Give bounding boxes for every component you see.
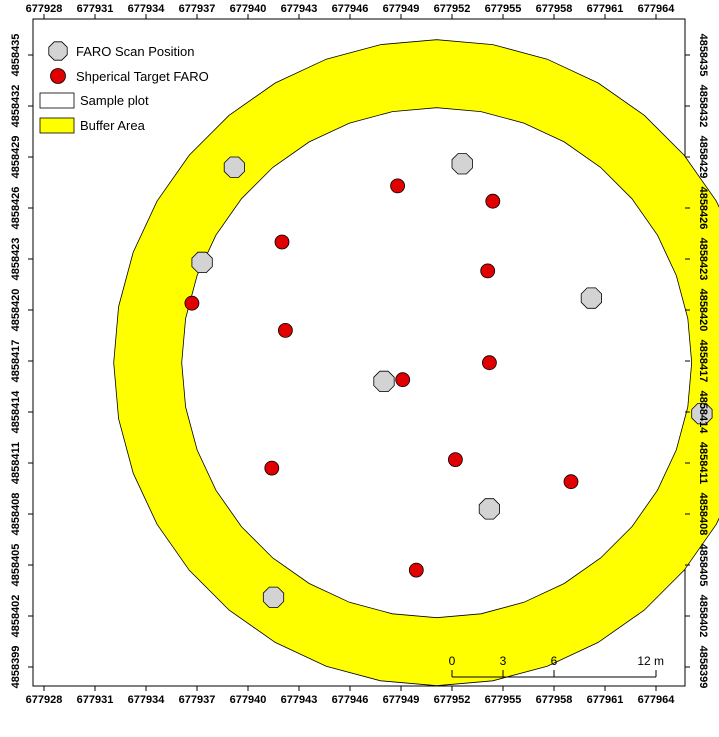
x-tick-label-bottom-11: 677961	[587, 694, 624, 706]
y-tick-label-left-0: 4858435	[10, 34, 22, 77]
y-tick-label-right-4: 4858423	[697, 238, 709, 281]
buffer-layer	[113, 39, 719, 687]
y-tick-label-right-1: 4858432	[697, 85, 709, 128]
target-5	[184, 295, 200, 311]
target-12	[408, 562, 424, 578]
x-tick-label-top-5: 677943	[281, 3, 318, 15]
x-tick-label-top-2: 677934	[128, 3, 166, 15]
target-3	[274, 234, 290, 250]
target-10	[264, 460, 280, 476]
y-tick-label-right-10: 4858405	[697, 544, 709, 587]
x-tick-label-top-6: 677946	[332, 3, 369, 15]
x-tick-label-bottom-3: 677937	[179, 694, 216, 706]
x-tick-label-bottom-12: 677964	[638, 694, 676, 706]
target-11	[563, 474, 579, 490]
x-tick-label-top-11: 677961	[587, 3, 624, 15]
x-tick-label-top-3: 677937	[179, 3, 216, 15]
y-tick-label-right-9: 4858408	[697, 493, 709, 536]
y-tick-label-right-8: 4858411	[697, 442, 709, 484]
legend-target-label: Shperical Target FARO	[76, 69, 209, 84]
target-9	[447, 452, 463, 468]
x-tick-label-bottom-10: 677958	[536, 694, 573, 706]
legend: FARO Scan Position Shperical Target FARO…	[39, 41, 209, 134]
y-tick-label-right-2: 4858429	[697, 136, 709, 179]
y-tick-label-left-11: 4858402	[10, 595, 22, 638]
target-1	[390, 178, 406, 194]
x-tick-label-top-8: 677952	[434, 3, 471, 15]
target-layer	[184, 178, 579, 578]
x-tick-label-bottom-2: 677934	[128, 694, 166, 706]
y-tick-label-right-7: 4858414	[697, 391, 709, 435]
legend-buffer-label: Buffer Area	[80, 118, 146, 133]
scale-label-6: 6	[551, 654, 558, 668]
target-7	[481, 355, 497, 371]
x-tick-label-top-1: 677931	[77, 3, 114, 15]
legend-target-icon	[50, 68, 66, 84]
x-tick-label-bottom-1: 677931	[77, 694, 114, 706]
y-tick-label-left-2: 4858429	[10, 136, 22, 179]
legend-sample-plot-icon	[39, 92, 75, 109]
scale-label-12: 12 m	[637, 654, 664, 668]
x-tick-label-bottom-5: 677943	[281, 694, 318, 706]
y-tick-label-left-5: 4858420	[10, 289, 22, 332]
x-tick-label-top-4: 677940	[230, 3, 267, 15]
y-tick-label-left-10: 4858405	[10, 544, 22, 587]
scan-position-7	[478, 498, 501, 520]
x-tick-label-bottom-7: 677949	[383, 694, 420, 706]
target-2	[485, 193, 501, 209]
x-tick-label-bottom-9: 677955	[485, 694, 522, 706]
scan-position-3	[191, 251, 213, 274]
y-tick-label-right-0: 4858435	[697, 34, 709, 77]
scale-label-0: 0	[449, 654, 456, 668]
scale-label-3: 3	[500, 654, 507, 668]
scan-position-4	[580, 287, 602, 309]
scale-bar: 0 3 6 12 m	[449, 654, 664, 678]
y-tick-label-right-6: 4858417	[697, 340, 709, 383]
y-tick-label-left-9: 4858408	[10, 493, 22, 536]
target-8	[395, 372, 411, 388]
y-tick-label-right-5: 4858420	[697, 289, 709, 332]
x-tick-label-bottom-4: 677940	[230, 694, 267, 706]
sample-plot	[181, 107, 693, 619]
legend-scan-position-label: FARO Scan Position	[76, 44, 195, 59]
x-tick-label-bottom-8: 677952	[434, 694, 471, 706]
y-tick-label-right-3: 4858426	[697, 187, 709, 230]
axis-ticks: 677928 677928 677931 677931 677934 677934 6779…	[10, 3, 709, 706]
legend-buffer-icon	[39, 117, 75, 134]
scan-position-6	[691, 403, 713, 425]
x-tick-label-top-7: 677949	[383, 3, 420, 15]
x-tick-label-top-9: 677955	[485, 3, 522, 15]
scan-position-1	[223, 156, 246, 178]
target-6	[277, 322, 293, 338]
y-tick-label-right-11: 4858402	[697, 595, 709, 638]
scan-position-8	[262, 586, 285, 608]
x-tick-label-top-12: 677964	[638, 3, 676, 15]
x-tick-label-bottom-6: 677946	[332, 694, 369, 706]
target-4	[480, 263, 496, 279]
x-tick-label-top-10: 677958	[536, 3, 573, 15]
scan-position-2	[451, 153, 473, 175]
x-tick-label-bottom-0: 677928	[26, 694, 63, 706]
x-tick-label-top-0: 677928	[26, 3, 63, 15]
y-tick-label-left-1: 4858432	[10, 85, 22, 128]
legend-sample-plot-label: Sample plot	[80, 93, 149, 108]
y-tick-label-left-12: 4858399	[10, 646, 22, 689]
y-tick-label-left-7: 4858414	[10, 390, 22, 434]
legend-scan-position-icon	[48, 41, 68, 61]
y-tick-label-left-3: 4858426	[10, 187, 22, 230]
y-tick-label-right-12: 4858399	[697, 646, 709, 689]
y-tick-label-left-6: 4858417	[10, 340, 22, 383]
scan-position-layer	[191, 153, 713, 608]
scan-position-5	[373, 370, 395, 393]
y-tick-label-left-4: 4858423	[10, 238, 22, 281]
y-tick-label-left-8: 4858411	[10, 442, 22, 484]
